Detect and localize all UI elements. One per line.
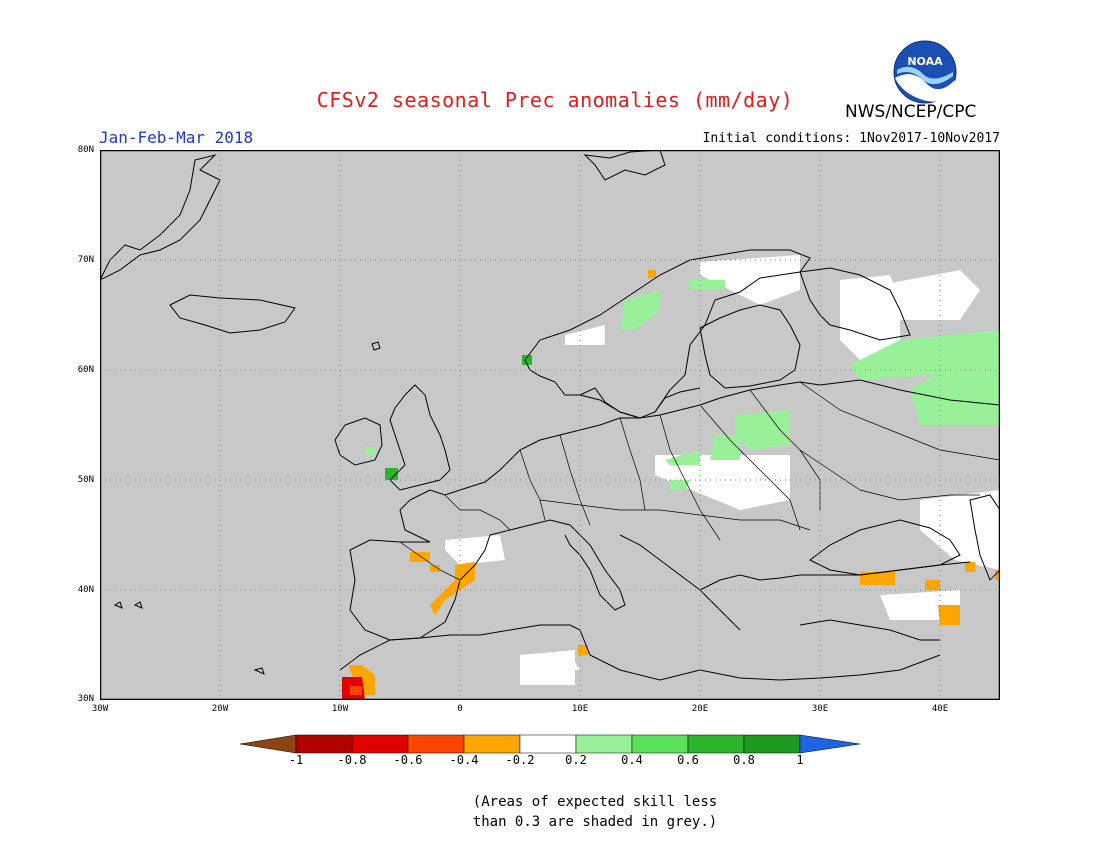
colorbar-label: -1	[288, 753, 304, 767]
lon-label: 30W	[91, 704, 109, 714]
lon-label: 0	[457, 704, 463, 714]
colorbar-bin	[575, 734, 633, 754]
map-panel	[100, 150, 1000, 700]
colorbar-lower-arrow	[240, 734, 297, 754]
colorbar-label: -0.2	[505, 753, 535, 767]
map-background	[100, 150, 1000, 700]
colorbar-bin	[687, 734, 745, 754]
logo-text: NOAA	[907, 55, 943, 68]
map-svg	[100, 150, 1000, 700]
lat-label: 50N	[77, 475, 94, 485]
colorbar-label: 0.2	[565, 753, 587, 767]
initial-conditions: Initial conditions: 1Nov2017-10Nov2017	[702, 131, 1000, 146]
lat-label: 30N	[77, 694, 94, 704]
lon-label: 10W	[331, 704, 349, 714]
colorbar-bin	[743, 734, 801, 754]
colorbar-bin	[295, 734, 353, 754]
colorbar-label: 0.4	[621, 753, 643, 767]
colorbar-bin	[463, 734, 521, 754]
positive-anomaly-0_6-regions	[385, 355, 532, 480]
colorbar-label: -0.6	[393, 753, 423, 767]
chart-title: CFSv2 seasonal Prec anomalies (mm/day)	[316, 88, 794, 112]
map-frame	[100, 150, 1000, 700]
colorbar-label: 0.8	[733, 753, 755, 767]
colorbar-label: -0.4	[449, 753, 479, 767]
graticule	[100, 150, 1000, 700]
lon-label: 20W	[211, 704, 229, 714]
agency-label: NWS/NCEP/CPC	[845, 102, 977, 122]
lon-label: 20E	[691, 704, 709, 714]
skill-note: (Areas of expected skill less than 0.3 a…	[460, 792, 730, 832]
colorbar-upper-arrow	[799, 734, 860, 754]
lon-label: 40E	[931, 704, 949, 714]
colorbar	[240, 734, 860, 754]
lon-label: 30E	[811, 704, 829, 714]
colorbar-bin	[351, 734, 409, 754]
colorbar-label: 0.6	[677, 753, 699, 767]
colorbar-bin	[407, 734, 465, 754]
lat-label: 80N	[77, 145, 94, 155]
negative-anomaly-0_4-regions	[350, 686, 362, 695]
skill-note-line: (Areas of expected skill less	[472, 794, 718, 810]
skill-note-line: than 0.3 are shaded in grey.)	[472, 814, 718, 830]
lat-label: 60N	[77, 365, 94, 375]
lat-label: 40N	[77, 585, 94, 595]
noaa-logo-icon: NOAA	[893, 40, 957, 104]
lon-label: 10E	[571, 704, 589, 714]
forecast-period: Jan-Feb-Mar 2018	[99, 128, 254, 147]
colorbar-bin	[519, 734, 577, 754]
lat-label: 70N	[77, 255, 94, 265]
colorbar-label: 1	[796, 753, 804, 767]
colorbar-bin	[631, 734, 689, 754]
colorbar-label: -0.8	[337, 753, 367, 767]
country-borders	[399, 381, 1000, 581]
